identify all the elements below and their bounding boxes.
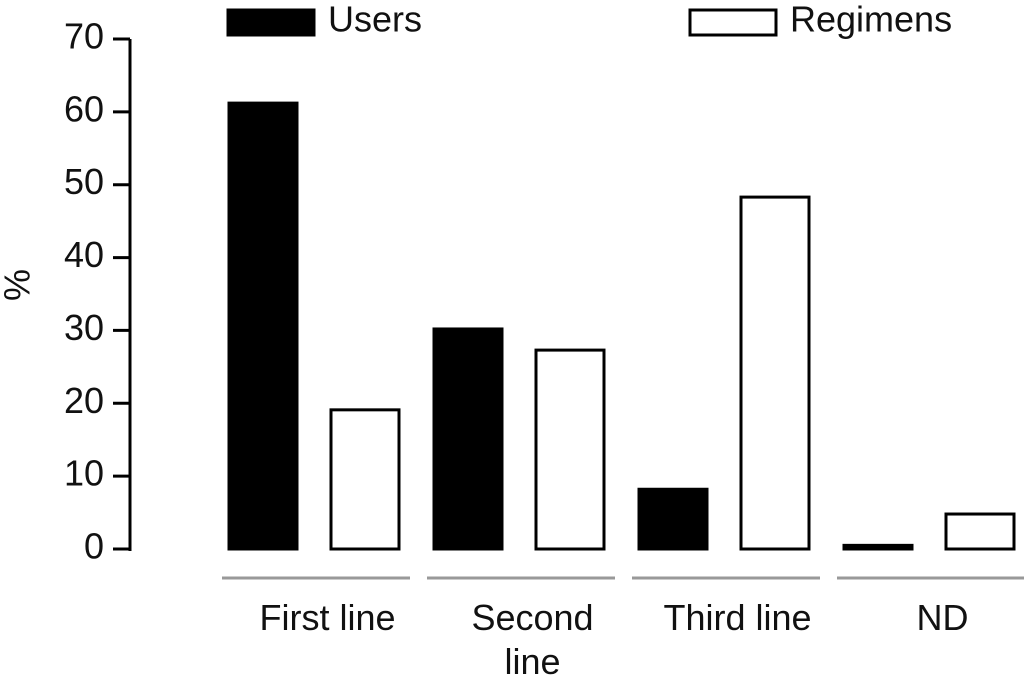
y-tick-label: 20	[64, 380, 104, 421]
legend-label: Users	[328, 0, 422, 40]
y-tick-label: 60	[64, 88, 104, 129]
x-tick-label: Third line	[663, 597, 812, 638]
bar	[329, 408, 401, 551]
bar	[227, 101, 299, 551]
legend-label: Regimens	[790, 0, 952, 40]
bar	[432, 327, 504, 551]
x-tick-label: Second line	[471, 597, 594, 682]
y-axis-label: %	[0, 269, 38, 301]
legend-swatch	[226, 8, 316, 37]
x-tick-label: First line	[259, 597, 396, 638]
y-tick-label: 10	[64, 453, 104, 494]
y-tick-label: 30	[64, 307, 104, 348]
y-tick-label: 40	[64, 234, 104, 275]
bar	[842, 543, 914, 551]
y-tick-label: 50	[64, 161, 104, 202]
y-tick-label: 0	[84, 526, 104, 567]
bar	[637, 487, 709, 551]
bar	[739, 195, 811, 551]
bar	[944, 512, 1016, 551]
y-tick-label: 70	[64, 16, 104, 57]
x-tick-label: ND	[916, 597, 969, 638]
bar	[534, 348, 606, 551]
legend-swatch	[688, 8, 778, 37]
